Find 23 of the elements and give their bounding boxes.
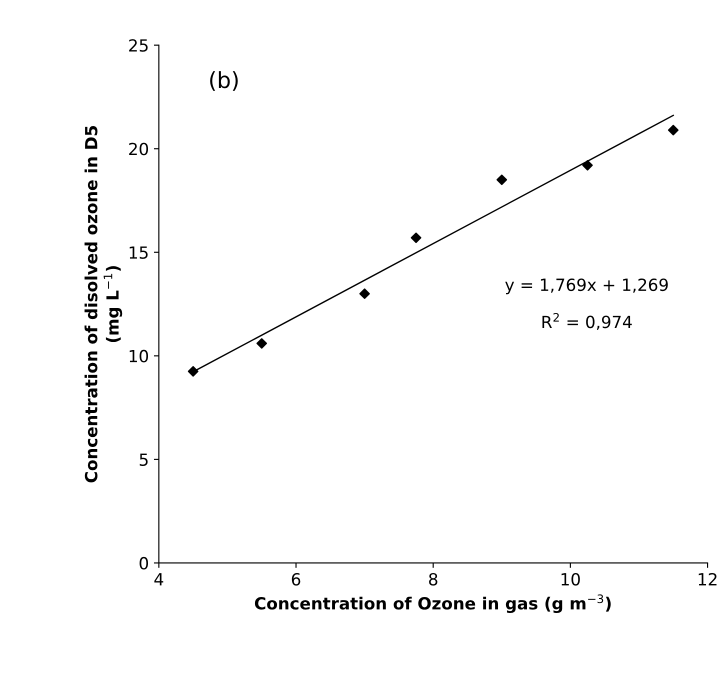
y-axis-title: Concentration of disolved ozone in D5 (mg L$^{−1}$) — [84, 126, 122, 482]
point — [582, 160, 593, 171]
y-tick-label: 0 — [140, 556, 148, 570]
point — [496, 174, 508, 186]
annotation: (b) — [210, 71, 238, 91]
x-tick-label: 12 — [698, 572, 716, 586]
x-tick-label: 10 — [562, 572, 580, 586]
y-tick-label: 10 — [130, 350, 148, 362]
y-tick-label: 20 — [129, 142, 148, 156]
y-tick-label: 5 — [140, 454, 148, 466]
x-tick-label: 8 — [429, 572, 438, 586]
annotation: R$^{2}$ = 0,974 — [542, 312, 632, 330]
x-tick-label: 4 — [154, 573, 164, 586]
point — [188, 366, 198, 377]
y-tick-label: 15 — [130, 246, 148, 259]
point — [668, 124, 679, 136]
annotation: y = 1,769x + 1,269 — [505, 278, 668, 294]
point — [256, 338, 268, 349]
point — [410, 232, 422, 244]
y-tick-label: 25 — [129, 39, 148, 52]
point — [359, 288, 370, 300]
x-axis-title: Concentration of Ozone in gas (g m$^{−3}$) — [254, 594, 611, 613]
x-tick-label: 6 — [292, 572, 300, 586]
